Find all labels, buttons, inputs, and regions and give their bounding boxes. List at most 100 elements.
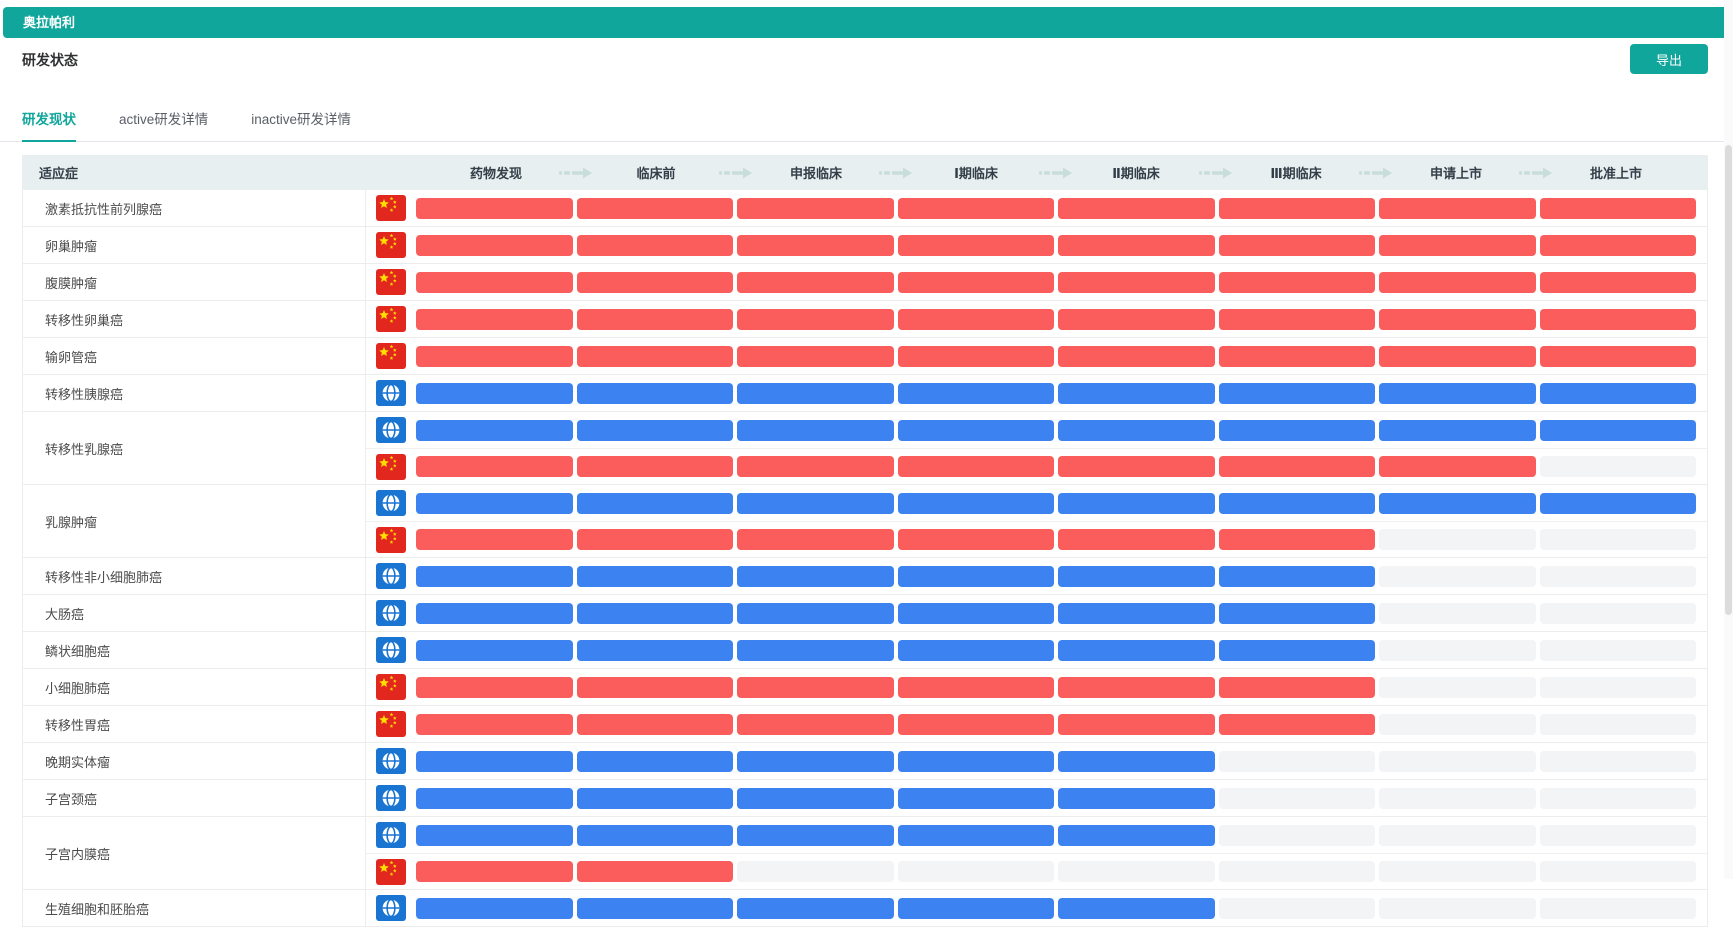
stage-bar-filled [576,271,733,293]
stage-bar-empty [1539,639,1696,661]
stage-bar-empty [1539,456,1696,477]
stage-bar-filled [1379,308,1536,330]
pipeline-track-global [366,412,1707,448]
china-flag-icon [376,526,406,553]
globe-icon [376,380,406,406]
pipeline-track-china [366,227,1707,263]
stage-bar-filled [1218,271,1375,293]
stage-bar-filled [1058,897,1215,919]
stage-bar-filled [737,713,894,735]
china-flag-icon [376,674,406,700]
stage-bar-filled [416,861,573,882]
stage-bar-filled [416,565,573,587]
stage-bar-filled [737,419,894,441]
stage-bar-filled [416,492,573,514]
track-group [366,412,1707,484]
stage-bar-filled [1058,492,1215,514]
stage-bar-filled [1539,197,1696,219]
stage-bar-filled [1379,271,1536,293]
track-group [366,706,1707,742]
region-cell [366,417,416,443]
stage-bars [416,787,1707,809]
stage-bar-filled [897,824,1054,846]
pipeline-track-china [366,264,1707,300]
indication-row: 转移性卵巢癌 [23,301,1707,338]
stage-bars [416,897,1707,919]
indication-row: 子宫颈癌 [23,780,1707,817]
stage-bar-filled [897,492,1054,514]
stage-bar-filled [576,529,733,550]
globe-icon [376,748,406,774]
indication-label: 生殖细胞和胚胎癌 [23,890,366,926]
stage-bar-filled [1218,197,1375,219]
pipeline-track-global [366,780,1707,816]
stage-bars [416,529,1707,550]
stage-bar-empty [1379,639,1536,661]
region-cell [366,858,416,885]
export-button[interactable]: 导出 [1630,44,1708,74]
stage-bar-filled [416,197,573,219]
stage-bar-empty [1539,565,1696,587]
stage-bar-filled [416,824,573,846]
pipeline-track-global [366,743,1707,779]
stage-bar-filled [737,897,894,919]
stage-bar-filled [1379,456,1536,477]
vertical-scrollbar [1724,0,1733,879]
globe-icon [376,822,406,848]
stage-bar-filled [1218,345,1375,367]
stage-column-header: 批准上市 [1536,163,1696,182]
stage-arrow-icon [1199,166,1233,180]
globe-icon [376,600,406,626]
stage-column-label: Ⅱ期临床 [1112,166,1160,181]
region-cell [366,343,416,369]
stage-bar-filled [1379,345,1536,367]
stage-bar-filled [576,787,733,809]
indication-label: 子宫颈癌 [23,780,366,816]
indication-label: 输卵管癌 [23,338,366,374]
stage-bar-empty [1379,750,1536,772]
stage-bar-filled [737,271,894,293]
indication-label: 晚期实体瘤 [23,743,366,779]
stage-bar-filled [1058,565,1215,587]
stage-bar-filled [737,639,894,661]
track-group [366,558,1707,594]
stage-bar-empty [1218,861,1375,882]
stage-bars [416,492,1707,514]
stage-bar-filled [416,234,573,256]
stage-bar-filled [1058,787,1215,809]
stage-arrow-icon [1359,166,1393,180]
stage-column-label: 申请上市 [1429,166,1482,181]
stage-bar-filled [737,308,894,330]
track-group [366,190,1707,226]
tab-active-rd-detail[interactable]: active研发详情 [119,112,209,127]
stage-bar-filled [1058,456,1215,477]
stage-bar-filled [576,419,733,441]
stage-bar-empty [1539,713,1696,735]
stage-bars [416,382,1707,404]
stage-bar-filled [576,713,733,735]
stage-bar-filled [1058,676,1215,698]
region-cell [366,711,416,737]
scrollbar-thumb[interactable] [1725,145,1732,615]
tab-inactive-rd-detail[interactable]: inactive研发详情 [251,112,352,127]
pipeline-track-global [366,817,1707,853]
stage-bar-filled [1379,419,1536,441]
china-flag-icon [376,195,406,221]
stage-bar-filled [1058,271,1215,293]
stage-bar-filled [1058,529,1215,550]
stage-bars [416,861,1707,882]
stage-bar-empty [1539,676,1696,698]
stage-bar-filled [1539,308,1696,330]
stage-bars [416,271,1707,293]
stage-bar-filled [1058,419,1215,441]
track-group [366,780,1707,816]
stage-column-header: 药物发现 [416,163,592,182]
stage-bar-filled [1539,345,1696,367]
track-group [366,227,1707,263]
indication-label: 转移性乳腺癌 [23,412,366,484]
stage-bar-filled [737,676,894,698]
tab-rd-overview[interactable]: 研发现状 [22,108,76,142]
stage-bar-empty [1379,713,1536,735]
stage-bar-filled [576,897,733,919]
track-group [366,485,1707,557]
